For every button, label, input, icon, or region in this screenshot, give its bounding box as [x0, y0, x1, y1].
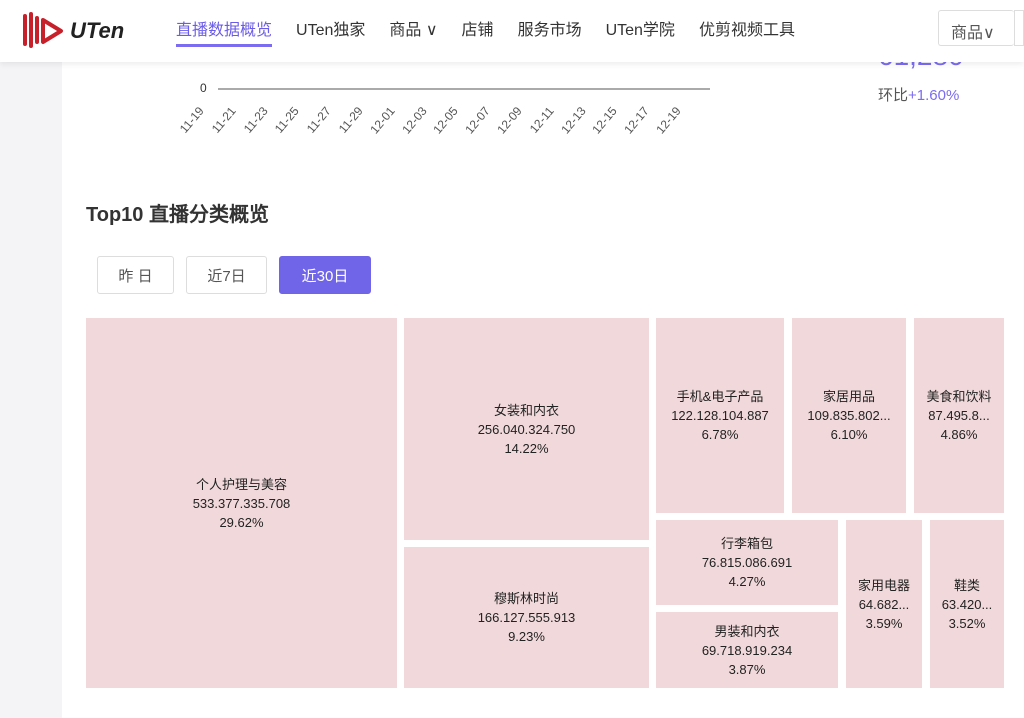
cell-name: 家用电器 [857, 577, 910, 593]
cell-value: 122.128.104.887 [671, 408, 769, 423]
treemap-cell[interactable]: 家用电器 64.682... 3.59% [846, 520, 922, 688]
ratio-label: 环比 [878, 87, 909, 104]
cell-name: 男装和内衣 [714, 623, 780, 639]
tab-range[interactable]: 昨 日 [97, 256, 174, 294]
nav-item[interactable]: 店铺 [461, 22, 494, 39]
cell-name: 美食和饮料 [926, 389, 992, 404]
cell-name: 穆斯林时尚 [493, 591, 559, 606]
cell-pct: 6.10% [830, 427, 868, 442]
section-title: Top10 直播分类概览 [86, 204, 269, 226]
cell-pct: 14.22% [504, 440, 549, 456]
treemap-cell[interactable]: 美食和饮料 87.495.8... 4.86% [914, 318, 1004, 513]
cell-pct: 3.59% [865, 615, 903, 631]
ratio: 环比+1.60% [878, 84, 959, 105]
cell-name: 个人护理与美容 [195, 476, 287, 492]
cell-value: 166.127.555.913 [477, 610, 576, 625]
cell-value: 69.718.919.234 [701, 642, 793, 658]
cell-value: 533.377.335.708 [192, 495, 291, 511]
cell-pct: 29.62% [219, 514, 264, 530]
cell-value: 63.420... [941, 596, 993, 612]
treemap-cell[interactable]: 个人护理与美容 533.377.335.708 29.62% [86, 318, 397, 688]
cell-name: 手机&电子产品 [676, 389, 764, 404]
ratio-value: +1.60% [908, 87, 960, 104]
treemap-cell[interactable]: 男装和内衣 69.718.919.234 3.87% [656, 612, 838, 688]
nav-item[interactable]: UTen学院 [605, 22, 675, 39]
logo[interactable]: UTen [22, 12, 124, 50]
main-nav: 直播数据概览 UTen独家 商品 ∨ 店铺 服务市场 UTen学院 优剪视频工具 [176, 16, 795, 47]
search-input[interactable] [1014, 10, 1024, 46]
nav-item[interactable]: 服务市场 [517, 22, 582, 39]
treemap-cell[interactable]: 行李箱包 76.815.086.691 4.27% [656, 520, 838, 605]
nav-item[interactable]: 商品 ∨ [389, 22, 438, 39]
tab-range[interactable]: 近30日 [279, 256, 371, 294]
treemap-cell[interactable]: 手机&电子产品 122.128.104.887 6.78% [656, 318, 784, 513]
treemap-cell[interactable]: 穆斯林时尚 166.127.555.913 9.23% [404, 547, 649, 688]
cell-pct: 4.27% [728, 574, 766, 589]
cell-pct: 3.87% [728, 661, 766, 677]
cell-pct: 9.23% [508, 629, 545, 644]
cell-pct: 3.52% [948, 615, 986, 631]
cell-pct: 6.78% [701, 427, 739, 442]
nav-item[interactable]: UTen独家 [296, 22, 366, 39]
treemap-cell[interactable]: 鞋类 63.420... 3.52% [930, 520, 1004, 688]
logo-text: UTen [70, 18, 125, 43]
category-select[interactable]: 商品∨ [938, 10, 1014, 46]
cell-name: 行李箱包 [720, 536, 773, 551]
cell-name: 家居用品 [822, 389, 875, 404]
cell-value: 256.040.324.750 [477, 421, 576, 437]
cell-name: 女装和内衣 [493, 402, 559, 418]
treemap-cell[interactable]: 家居用品 109.835.802... 6.10% [792, 318, 906, 513]
x-axis-line [218, 88, 710, 90]
treemap-cell[interactable]: 女装和内衣 256.040.324.750 14.22% [404, 318, 649, 540]
logo-icon [23, 12, 63, 48]
cell-value: 76.815.086.691 [701, 555, 793, 570]
nav-item[interactable]: 直播数据概览 [176, 16, 273, 47]
cell-name: 鞋类 [953, 577, 980, 593]
cell-pct: 4.86% [940, 427, 978, 442]
top-nav-bar: UTen 直播数据概览 UTen独家 商品 ∨ 店铺 服务市场 UTen学院 优剪视频工具 … [0, 0, 1024, 62]
tab-range[interactable]: 近7日 [186, 256, 267, 294]
nav-item[interactable]: 优剪视频工具 [698, 22, 795, 39]
cell-value: 109.835.802... [807, 408, 891, 423]
cell-value: 64.682... [858, 596, 910, 612]
cell-value: 87.495.8... [928, 408, 990, 423]
y-tick: 0 [200, 81, 207, 95]
